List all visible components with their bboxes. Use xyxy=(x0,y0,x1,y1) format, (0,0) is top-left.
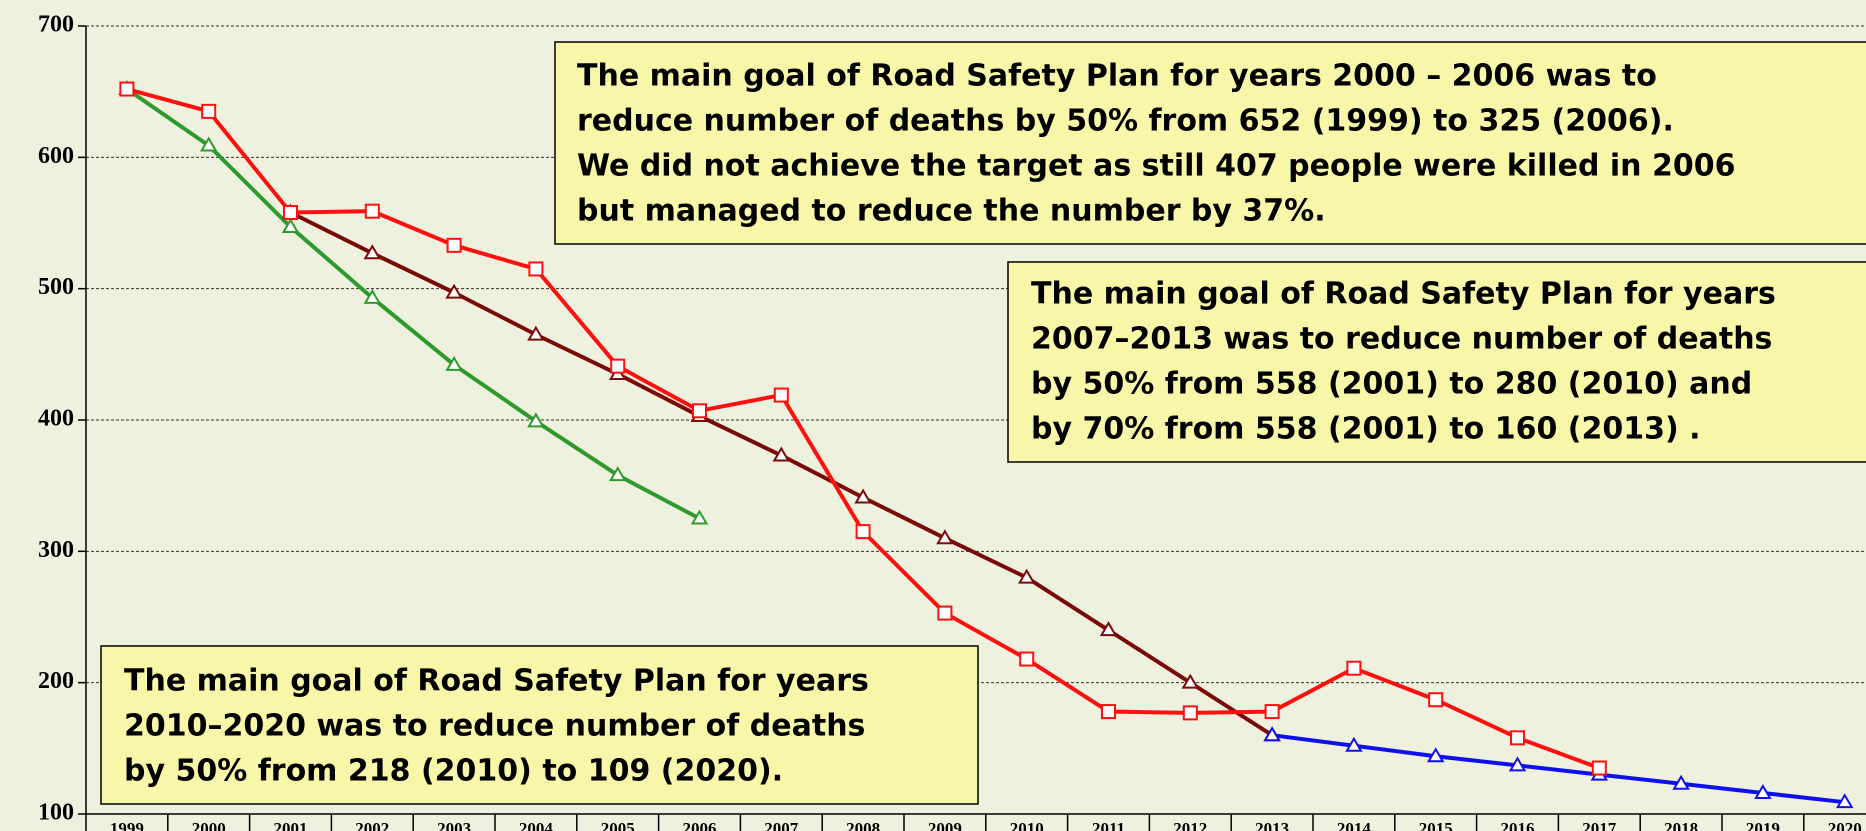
marker xyxy=(772,446,791,462)
annotation-box xyxy=(100,645,979,805)
x-tick-label: 2009 xyxy=(928,819,962,831)
marker xyxy=(936,529,954,545)
annotation-box xyxy=(1007,261,1866,463)
x-tick-label: 2002 xyxy=(355,819,389,831)
annotation-text: reduce number of deaths by 50% from 652 … xyxy=(577,104,1674,139)
x-tick-label: 2016 xyxy=(1501,819,1535,831)
marker xyxy=(1263,726,1281,742)
marker xyxy=(1182,705,1198,721)
marker xyxy=(1835,793,1854,809)
x-tick-label: 2007 xyxy=(764,819,799,831)
annotation-text: The main goal of Road Safety Plan for ye… xyxy=(124,664,869,699)
x-tick-label: 2015 xyxy=(1419,819,1453,831)
marker xyxy=(201,103,217,119)
y-tick-label: 600 xyxy=(38,143,74,169)
marker xyxy=(1181,673,1200,689)
marker xyxy=(283,204,298,220)
series-line xyxy=(1271,733,1845,805)
annotation-text: by 50% from 558 (2001) to 280 (2010) and xyxy=(1031,367,1752,402)
annotation-text: 2007–2013 was to reduce number of deaths xyxy=(1031,322,1772,357)
marker xyxy=(854,488,872,504)
annotation-text: by 50% from 218 (2010) to 109 (2020). xyxy=(124,754,783,789)
annotation-text: The main goal of Road Safety Plan for ye… xyxy=(577,59,1657,94)
marker xyxy=(364,203,380,219)
x-tick-label: 2014 xyxy=(1337,819,1372,831)
marker xyxy=(1426,747,1445,763)
y-tick-label: 400 xyxy=(38,406,74,432)
marker xyxy=(608,466,627,482)
marker xyxy=(1754,784,1772,799)
marker xyxy=(773,387,789,403)
y-tick-label: 200 xyxy=(38,668,74,694)
annotation-box xyxy=(554,41,1866,245)
marker xyxy=(527,412,545,428)
marker xyxy=(1672,774,1690,790)
marker xyxy=(1428,692,1444,708)
marker xyxy=(1345,736,1363,752)
marker xyxy=(119,81,135,97)
x-tick-label: 2018 xyxy=(1664,819,1698,831)
y-tick-label: 100 xyxy=(38,800,74,826)
x-tick-label: 2013 xyxy=(1255,819,1289,831)
x-tick-label: 2017 xyxy=(1582,819,1617,831)
marker xyxy=(1017,568,1036,584)
x-tick-label: 1999 xyxy=(110,819,144,831)
marker xyxy=(363,288,382,304)
marker xyxy=(1508,756,1527,772)
x-tick-label: 2012 xyxy=(1173,819,1207,831)
marker xyxy=(281,217,300,233)
marker xyxy=(1099,621,1118,637)
marker xyxy=(1591,760,1607,776)
marker xyxy=(446,237,462,253)
x-tick-label: 2011 xyxy=(1092,819,1125,831)
annotation-text: We did not achieve the target as still 4… xyxy=(577,149,1735,184)
marker xyxy=(445,283,463,299)
annotation-text: but managed to reduce the number by 37%. xyxy=(577,194,1326,229)
x-tick-label: 2008 xyxy=(846,819,880,831)
x-tick-label: 2006 xyxy=(683,819,717,831)
x-tick-label: 2001 xyxy=(274,819,308,831)
x-tick-label: 2019 xyxy=(1746,819,1780,831)
x-tick-label: 2000 xyxy=(192,819,226,831)
x-tick-label: 2005 xyxy=(601,819,635,831)
x-tick-label: 2010 xyxy=(1010,819,1044,831)
marker xyxy=(1346,660,1362,676)
annotation: The main goal of Road Safety Plan for ye… xyxy=(554,41,1866,245)
marker xyxy=(1019,651,1035,667)
x-tick-label: 2004 xyxy=(519,819,554,831)
annotation-text: The main goal of Road Safety Plan for ye… xyxy=(1031,277,1776,312)
marker xyxy=(1101,704,1116,720)
marker xyxy=(692,403,707,419)
marker xyxy=(199,136,218,152)
marker xyxy=(937,605,953,621)
series-line xyxy=(125,87,701,521)
marker xyxy=(363,244,382,260)
x-tick-label: 2003 xyxy=(437,819,471,831)
y-tick-label: 700 xyxy=(38,12,74,38)
annotation: The main goal of Road Safety Plan for ye… xyxy=(100,645,979,805)
marker xyxy=(527,325,545,341)
marker xyxy=(1264,704,1280,720)
marker xyxy=(528,261,544,277)
marker xyxy=(1510,730,1525,746)
y-tick-label: 500 xyxy=(38,274,74,300)
y-tick-label: 300 xyxy=(38,537,74,563)
marker xyxy=(445,355,463,371)
marker xyxy=(610,358,626,374)
x-tick-label: 2020 xyxy=(1828,819,1862,831)
annotation-text: 2010–2020 was to reduce number of deaths xyxy=(124,709,865,744)
marker xyxy=(690,509,709,525)
annotation: The main goal of Road Safety Plan for ye… xyxy=(1007,261,1866,463)
annotation-text: by 70% from 558 (2001) to 160 (2013) . xyxy=(1031,412,1701,447)
marker xyxy=(855,524,871,540)
